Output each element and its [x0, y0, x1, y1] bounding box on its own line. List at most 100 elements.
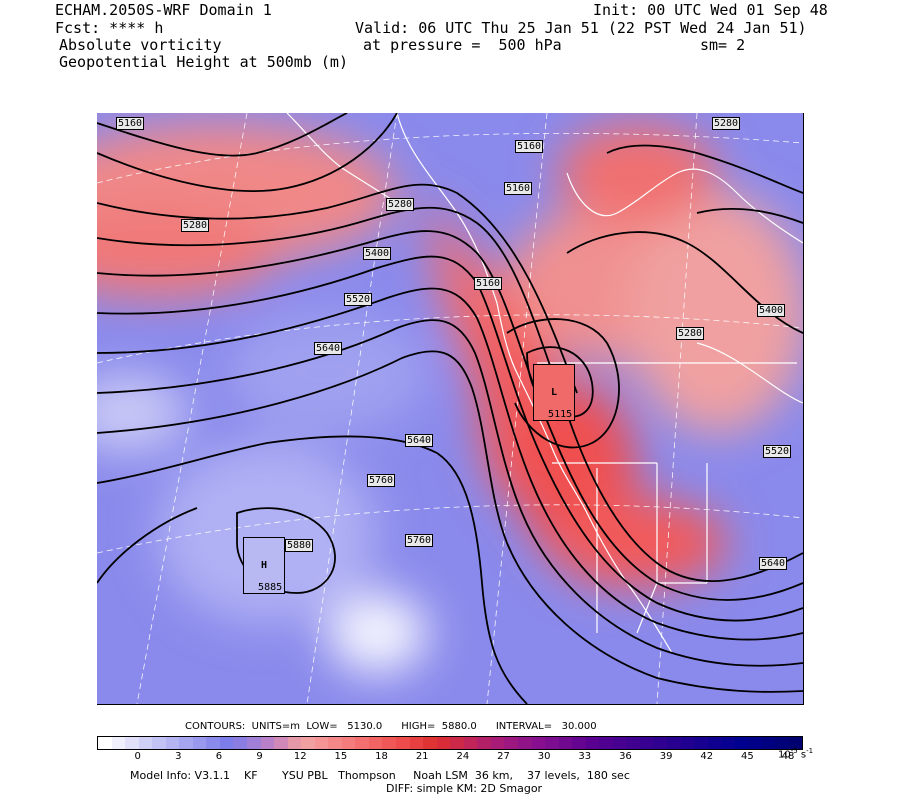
colorbar-swatch	[423, 737, 437, 749]
contour-label: 5280	[676, 327, 705, 340]
colorbar-swatch	[788, 737, 803, 749]
contour-label: 5760	[405, 534, 434, 547]
valid-time: Valid: 06 UTC Thu 25 Jan 51 (22 PST Wed …	[355, 19, 807, 37]
model-info: Model Info: V3.1.1 KF YSU PBL Thompson N…	[130, 769, 630, 782]
colorbar-tick-label: 18	[375, 751, 388, 762]
colorbar-swatch	[355, 737, 369, 749]
colorbar-swatch	[98, 737, 112, 749]
model-title: ECHAM.2050S-WRF Domain 1	[55, 1, 272, 19]
colorbar-swatch	[152, 737, 166, 749]
high-value: 5885	[258, 582, 283, 593]
contour-label: 5520	[763, 445, 792, 458]
colorbar-swatch	[138, 737, 153, 749]
contour-label: 5160	[504, 182, 533, 195]
colorbar-swatch	[463, 737, 478, 749]
colorbar-tick-label: 0	[134, 751, 141, 762]
colorbar-units: 10-5 s-1	[778, 747, 813, 760]
contour-label: 5280	[181, 219, 210, 232]
colorbar-swatch	[531, 737, 546, 749]
height-contours	[97, 113, 803, 704]
contour-label: 5400	[757, 304, 786, 317]
colorbar-swatch	[314, 737, 329, 749]
contour-label: 5160	[474, 277, 503, 290]
colorbar-swatch	[111, 737, 126, 749]
colorbar-swatch	[748, 737, 762, 749]
colorbar-swatch	[409, 737, 424, 749]
colorbar-swatch	[721, 737, 735, 749]
colorbar-swatch	[287, 737, 302, 749]
colorbar-swatch	[382, 737, 397, 749]
vorticity-map	[97, 113, 803, 704]
colorbar-swatch	[761, 737, 776, 749]
colorbar-swatch	[179, 737, 193, 749]
pressure-level: at pressure = 500 hPa	[363, 36, 562, 54]
colorbar-tick-label: 45	[741, 751, 754, 762]
contour-label: 5160	[515, 140, 544, 153]
contour-label: 5760	[367, 474, 396, 487]
colorbar-tick-label: 48	[781, 751, 795, 762]
colorbar-tick-label: 9	[256, 751, 263, 762]
colorbar-swatch	[301, 737, 315, 749]
contour-label: 5520	[344, 293, 373, 306]
colorbar-swatch	[165, 737, 180, 749]
units-sexp: -1	[806, 747, 814, 755]
contour-label: 5280	[712, 117, 741, 130]
colorbar-tick-label: 39	[659, 751, 673, 762]
colorbar-tick-label: 27	[497, 751, 510, 762]
contour-label: 5160	[116, 117, 145, 130]
colorbar-swatch	[233, 737, 248, 749]
colorbar	[97, 736, 804, 750]
colorbar-swatch	[734, 737, 749, 749]
colorbar-swatch	[206, 737, 220, 749]
contour-label: 5640	[405, 434, 434, 447]
colorbar-swatch	[545, 737, 559, 749]
colorbar-tick-label: 3	[175, 751, 182, 762]
colorbar-tick-label: 36	[619, 751, 632, 762]
colorbar-swatch	[585, 737, 600, 749]
field-name-height: Geopotential Height at 500mb (m)	[59, 53, 348, 71]
low-center: L 5115	[533, 364, 576, 421]
colorbar-swatch	[694, 737, 708, 749]
colorbar-swatch	[192, 737, 207, 749]
contour-label: 5640	[759, 557, 788, 570]
colorbar-swatch	[436, 737, 451, 749]
colorbar-tick-label: 42	[700, 751, 714, 762]
contour-label: 5400	[363, 247, 392, 260]
colorbar-swatch	[680, 737, 695, 749]
colorbar-swatch	[219, 737, 234, 749]
colorbar-swatch	[558, 737, 573, 749]
colorbar-swatch	[599, 737, 613, 749]
contour-label: 5640	[314, 342, 343, 355]
colorbar-swatch	[612, 737, 627, 749]
forecast-hour: Fcst: **** h	[55, 19, 164, 37]
contour-label: 5280	[386, 198, 415, 211]
colorbar-swatch	[707, 737, 722, 749]
colorbar-swatch	[328, 737, 342, 749]
colorbar-swatch	[653, 737, 667, 749]
units-exp: -5	[790, 747, 798, 755]
low-letter: L	[551, 387, 558, 398]
field-name-vorticity: Absolute vorticity	[59, 36, 222, 54]
colorbar-swatch	[666, 737, 681, 749]
contour-info: CONTOURS: UNITS=m LOW= 5130.0 HIGH= 5880…	[185, 721, 597, 732]
high-letter: H	[261, 560, 268, 571]
colorbar-tick-label: 33	[578, 751, 592, 762]
colorbar-swatch	[477, 737, 491, 749]
colorbar-swatch	[517, 737, 532, 749]
colorbar-swatch	[368, 737, 383, 749]
smoothing: sm= 2	[700, 36, 746, 54]
contour-label: 5880	[285, 539, 314, 552]
units-suffix: s	[797, 749, 807, 761]
colorbar-swatch	[341, 737, 356, 749]
colorbar-swatch	[274, 737, 288, 749]
colorbar-swatch	[639, 737, 654, 749]
colorbar-swatch	[572, 737, 586, 749]
colorbar-swatch	[125, 737, 139, 749]
colorbar-swatch	[626, 737, 640, 749]
colorbar-ticks: 0 3 6 9 12 15 18 21 24 27 30 33 36 39 42 45 48	[97, 751, 817, 763]
colorbar-swatch	[450, 737, 464, 749]
colorbar-tick-label: 21	[415, 751, 429, 762]
colorbar-swatch	[396, 737, 410, 749]
high-center: H 5885	[243, 537, 286, 594]
init-time: Init: 00 UTC Wed 01 Sep 48	[593, 1, 828, 19]
